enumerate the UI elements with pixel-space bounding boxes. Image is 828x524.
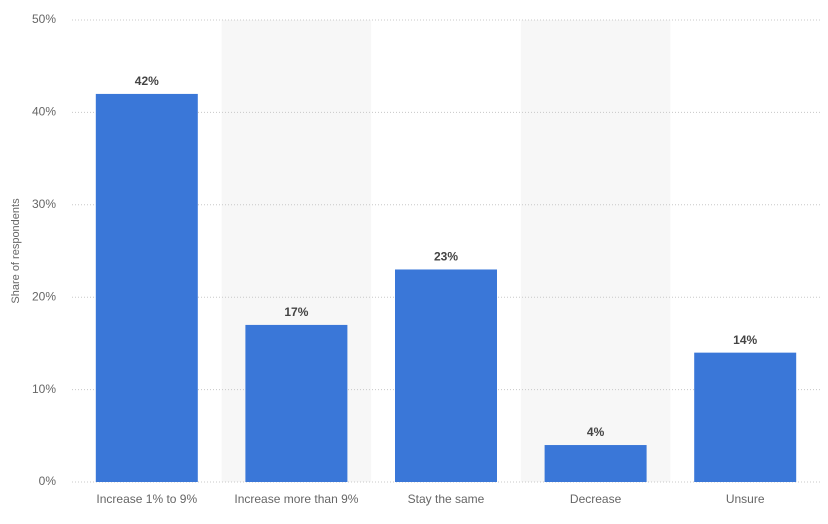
value-label: 4% <box>587 425 605 439</box>
y-tick-label: 30% <box>32 197 56 211</box>
x-tick-label: Decrease <box>570 492 622 506</box>
y-tick-label: 40% <box>32 105 56 119</box>
x-tick-label: Stay the same <box>408 492 485 506</box>
y-axis-label: Share of respondents <box>10 198 22 304</box>
value-label: 42% <box>135 74 159 88</box>
y-tick-label: 50% <box>32 12 56 26</box>
bar <box>544 445 647 482</box>
bar <box>395 269 497 482</box>
y-tick-label: 10% <box>32 382 56 396</box>
y-tick-label: 0% <box>39 474 57 488</box>
value-label: 17% <box>284 305 308 319</box>
value-label: 23% <box>434 250 458 264</box>
bar <box>694 352 797 482</box>
x-tick-label: Unsure <box>726 492 765 506</box>
y-tick-label: 20% <box>32 289 56 303</box>
x-tick-label: Increase 1% to 9% <box>96 492 197 506</box>
value-label: 14% <box>733 333 757 347</box>
bar <box>245 324 348 482</box>
band-shade <box>520 20 671 482</box>
bar <box>95 93 198 483</box>
x-tick-label: Increase more than 9% <box>234 492 358 506</box>
